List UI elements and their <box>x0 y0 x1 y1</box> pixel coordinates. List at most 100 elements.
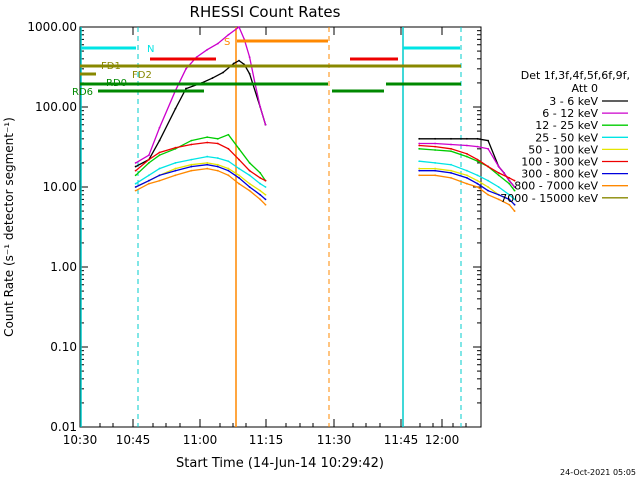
series-point <box>497 165 500 168</box>
series-point <box>206 136 209 139</box>
series-point <box>508 176 511 179</box>
chart-title: RHESSI Count Rates <box>190 3 341 21</box>
series-point <box>513 179 516 182</box>
flag-label-fd2: FD2 <box>132 70 152 81</box>
x-tick-label: 11:30 <box>317 433 352 447</box>
series-point <box>232 62 235 65</box>
series-point <box>190 143 193 146</box>
event-markers <box>80 27 462 427</box>
x-axis-label: Start Time (14-Jun-14 10:29:42) <box>176 456 384 471</box>
series-point <box>158 167 161 170</box>
flag-label-n: N <box>147 44 154 55</box>
series-point <box>497 172 500 174</box>
series-point <box>508 193 511 196</box>
series-point <box>513 203 516 206</box>
series-point <box>148 158 150 161</box>
series-point <box>134 162 137 164</box>
x-tick-label: 11:45 <box>384 433 419 447</box>
series-point <box>174 174 177 177</box>
series-point <box>497 186 500 188</box>
series-point <box>497 174 500 177</box>
series-point <box>238 176 240 179</box>
series-point <box>513 186 516 188</box>
series-point <box>418 147 421 150</box>
series-point <box>248 72 251 75</box>
series-point <box>487 179 489 182</box>
series-point <box>238 59 240 62</box>
series-point <box>259 193 262 196</box>
legend-label: 3 - 6 keV <box>549 95 598 108</box>
series-point <box>508 182 511 185</box>
series-line-3 <box>135 155 266 188</box>
series-point <box>476 182 479 185</box>
flag-layer: N S FD1 FD2 RD0 RD6 <box>72 37 461 98</box>
legend-label: 300 - 800 keV <box>521 168 598 181</box>
series-point <box>450 137 452 140</box>
y-tick-label: 100.00 <box>35 100 77 114</box>
x-tick-labels: 10:30 10:45 11:00 11:15 11:30 11:45 12:00 <box>63 433 460 447</box>
series-line-7 <box>135 167 266 206</box>
series-point <box>248 56 251 59</box>
series-point <box>434 169 436 172</box>
series-point <box>216 165 219 168</box>
series-point <box>450 163 452 166</box>
series-point <box>466 169 468 172</box>
flag-label-fd1: FD1 <box>101 61 121 72</box>
series-point <box>158 174 161 177</box>
series-point <box>148 154 150 157</box>
series-point <box>158 139 161 142</box>
flag-label-rd6: RD6 <box>72 87 93 98</box>
series-point <box>248 189 251 192</box>
series-point <box>216 142 219 145</box>
series-line-5 <box>135 141 266 182</box>
series-point <box>174 146 177 149</box>
series-point <box>259 106 262 108</box>
series-point <box>497 193 500 196</box>
series-point <box>248 174 251 177</box>
series-point <box>466 137 468 140</box>
legend-header-line-2: Att 0 <box>572 82 598 95</box>
series-point <box>450 176 452 179</box>
flag-label-rd0: RD0 <box>106 78 127 89</box>
series-point <box>264 198 267 201</box>
legend-header-line-1: Det 1f,3f,4f,5f,6f,9f, <box>521 69 630 82</box>
series-point <box>248 169 251 172</box>
series-point <box>248 162 251 164</box>
series-point <box>264 123 267 126</box>
y-tick-label: 0.10 <box>50 340 77 354</box>
series-point <box>190 165 193 168</box>
legend-label: 50 - 100 keV <box>528 143 598 156</box>
series-point <box>264 186 267 188</box>
series-point <box>227 33 230 36</box>
series-point <box>466 182 468 185</box>
x-tick-label: 12:00 <box>425 433 460 447</box>
series-point <box>216 169 219 172</box>
x-tick-label: 10:45 <box>116 433 151 447</box>
series-point <box>174 167 177 170</box>
series-point <box>174 169 177 172</box>
series-point <box>227 167 230 170</box>
series-point <box>418 160 421 163</box>
series-point <box>264 203 267 206</box>
y-tick-label: 10.00 <box>43 180 77 194</box>
series-point <box>497 198 500 201</box>
series-point <box>476 145 479 148</box>
series-point <box>487 139 489 142</box>
series-point <box>248 186 251 188</box>
series-point <box>487 147 489 150</box>
series-point <box>134 174 137 177</box>
series-point <box>508 179 511 182</box>
series-point <box>264 179 267 182</box>
series-point <box>227 160 230 163</box>
y-tick-label: 1.00 <box>50 260 77 274</box>
series-point <box>158 154 161 157</box>
series-point <box>476 158 479 161</box>
series-point <box>450 147 452 150</box>
series-point <box>264 193 267 196</box>
series-point <box>418 142 421 145</box>
series-point <box>418 137 421 140</box>
series-point <box>466 174 468 177</box>
series-point <box>190 163 193 166</box>
legend: Det 1f,3f,4f,5f,6f,9f, Att 0 3 - 6 keV6 … <box>500 69 630 205</box>
